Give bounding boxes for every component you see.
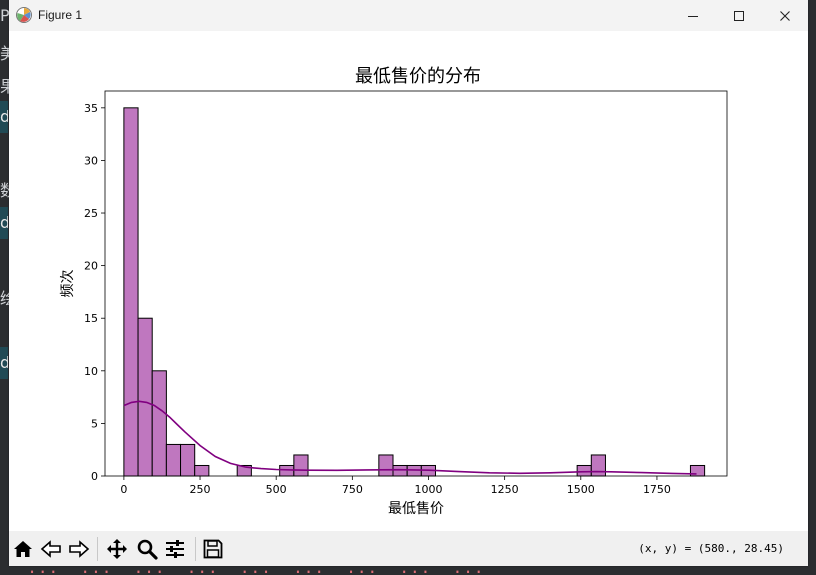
home-icon [12,538,34,560]
minimize-icon [687,10,699,22]
back-arrow-icon [40,538,62,560]
histogram-bar [195,465,209,476]
back-button[interactable] [39,537,63,561]
matplotlib-app-icon [15,6,33,24]
toolbar-separator [195,537,196,561]
histogram-chart: 最低售价的分布 0 250 500 750 1000 1250 1500 1750 0 5 10 1… [9,31,808,531]
close-button[interactable] [762,0,808,31]
save-icon [202,538,224,560]
histogram-bar [181,444,195,476]
plot-canvas[interactable]: 最低售价的分布 0 250 500 750 1000 1250 1500 1750 0 5 10 1… [9,31,808,531]
y-tick-label: 30 [84,154,98,167]
histogram-bar [379,455,393,476]
y-tick-label: 10 [84,365,98,378]
pan-icon [106,538,128,560]
x-axis-label: 最低售价 [388,501,444,517]
y-tick-label: 35 [84,102,98,115]
y-axis-label: 频次 [60,270,76,298]
histogram-bar [124,108,138,476]
axes-frame [105,91,727,476]
histogram-bar [577,465,591,476]
zoom-icon [136,538,158,560]
background-cell: d [0,101,8,133]
x-tick-label: 0 [120,483,127,496]
y-tick-label: 25 [84,207,98,220]
save-button[interactable] [201,537,225,561]
title-bar[interactable]: Figure 1 [9,0,808,31]
x-tick-label: 1000 [414,483,442,496]
close-icon [779,10,791,22]
x-tick-label: 1750 [643,483,671,496]
home-button[interactable] [11,537,35,561]
zoom-button[interactable] [135,537,159,561]
background-cell: d [0,207,8,239]
figure-window: Figure 1 最低售价的分布 0 250 500 750 1000 1250 1500 1… [9,0,808,566]
y-tick-label: 15 [84,312,98,325]
background-terminal-line: ... ... ... ... ... ... ... ... ... [0,565,816,575]
configure-subplots-icon [164,538,186,560]
histogram-bar [138,318,152,476]
histogram-bar [152,371,166,476]
histogram-bar [591,455,605,476]
x-tick-label: 1500 [567,483,595,496]
y-tick-label: 0 [91,470,98,483]
chart-title: 最低售价的分布 [355,66,481,87]
cursor-coordinates: (x, y) = (580., 28.45) [638,542,784,555]
x-tick-label: 750 [342,483,363,496]
maximize-button[interactable] [716,0,762,31]
histogram-bar [294,455,308,476]
histogram-bar [393,465,407,476]
window-title: Figure 1 [38,8,82,22]
pan-button[interactable] [105,537,129,561]
x-tick-label: 500 [266,483,287,496]
background-cell: d [0,347,8,379]
toolbar-separator [97,537,98,561]
x-tick-label: 1250 [491,483,519,496]
maximize-icon [733,10,745,22]
configure-subplots-button[interactable] [163,537,187,561]
y-tick-label: 5 [91,417,98,430]
x-tick-label: 250 [190,483,211,496]
navigation-toolbar: (x, y) = (580., 28.45) [9,531,808,566]
kde-line [124,401,697,474]
histogram-bar [280,465,294,476]
forward-button[interactable] [67,537,91,561]
minimize-button[interactable] [670,0,716,31]
y-tick-label: 20 [84,260,98,273]
histogram-bar [166,444,180,476]
forward-arrow-icon [68,538,90,560]
